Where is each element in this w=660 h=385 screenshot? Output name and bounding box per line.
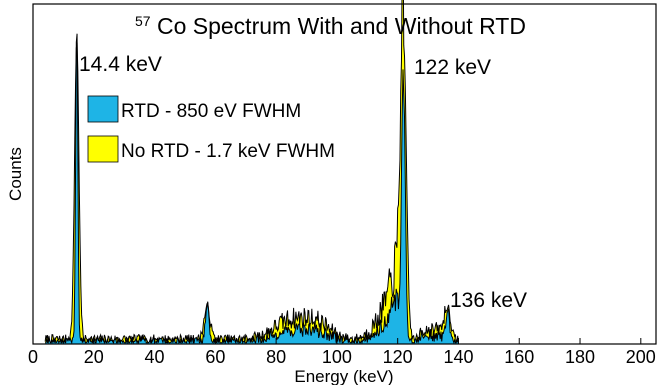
annotation-14-4-kev: 14.4 keV [79, 53, 162, 76]
series-rtd-area [45, 33, 459, 344]
annotation-136-kev: 136 keV [450, 289, 527, 312]
x-tick-label-200: 200 [626, 347, 656, 367]
x-tick-label-20: 20 [84, 347, 104, 367]
x-axis-label: Energy (keV) [294, 367, 393, 385]
x-tick-label-160: 160 [504, 347, 534, 367]
annotation-122-kev: 122 keV [414, 56, 491, 79]
x-tick-label-80: 80 [266, 347, 286, 367]
legend-swatch-rtd [87, 95, 119, 123]
legend-label-rtd: RTD - 850 eV FWHM [121, 101, 301, 122]
x-tick-label-60: 60 [205, 347, 225, 367]
chart-title-superscript: 57 [135, 13, 151, 29]
x-tick-label-180: 180 [565, 347, 595, 367]
chart-title: 57 Co Spectrum With and Without RTD [135, 5, 526, 39]
series-rtd-line [45, 33, 459, 345]
legend: RTD - 850 eV FWHM No RTD - 1.7 keV FWHM [87, 95, 335, 163]
x-tick-label-120: 120 [383, 347, 413, 367]
legend-label-no-rtd: No RTD - 1.7 keV FWHM [121, 141, 335, 162]
y-axis-label: Counts [6, 147, 25, 201]
x-tick-label-40: 40 [145, 347, 165, 367]
x-tick-label-100: 100 [322, 347, 352, 367]
x-tick-label-140: 140 [443, 347, 473, 367]
plot-frame [32, 3, 657, 345]
chart-title-text: Co Spectrum With and Without RTD [157, 13, 526, 39]
x-tick-label-0: 0 [28, 347, 38, 367]
legend-swatch-no-rtd [87, 135, 119, 163]
